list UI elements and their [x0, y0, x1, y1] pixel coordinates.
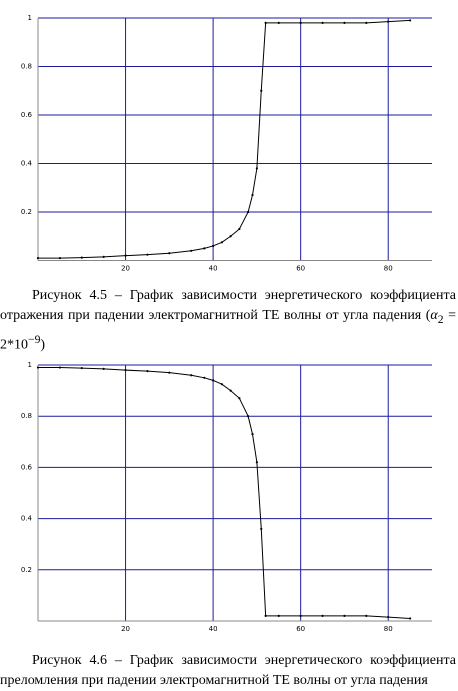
- point: [146, 253, 149, 256]
- point: [58, 256, 61, 260]
- point: [251, 433, 254, 436]
- caption: Рисунок 4.5 – График зависимости энергет…: [0, 286, 456, 355]
- y-tick-label: 0.8: [21, 412, 32, 420]
- point: [146, 370, 149, 373]
- y-tick-label: 0.2: [21, 566, 32, 574]
- point: [409, 617, 412, 620]
- formula-sup: −9: [28, 332, 41, 346]
- x-tick-label: 80: [384, 625, 393, 633]
- point: [260, 527, 263, 530]
- point: [36, 256, 40, 260]
- point: [238, 397, 241, 400]
- point: [190, 374, 193, 377]
- curve: [38, 19, 411, 259]
- caption: Рисунок 4.6 – График зависимости энергет…: [0, 651, 456, 691]
- point: [277, 614, 280, 617]
- point: [102, 367, 105, 370]
- point: [299, 614, 302, 617]
- point: [168, 252, 171, 255]
- point: [387, 616, 390, 619]
- point: [238, 227, 241, 231]
- point: [365, 614, 368, 617]
- point: [321, 614, 324, 617]
- point: [102, 255, 105, 258]
- point: [343, 614, 346, 617]
- point: [212, 244, 215, 248]
- point: [80, 256, 83, 259]
- y-tick-label: 1: [28, 14, 32, 22]
- point: [299, 21, 302, 24]
- point: [124, 254, 127, 257]
- x-tick-label: 20: [121, 265, 130, 273]
- point: [203, 247, 206, 250]
- y-tick-label: 0.6: [21, 111, 33, 119]
- x-tick-label: 80: [384, 265, 393, 273]
- x-tick-label: 40: [209, 265, 218, 273]
- point: [58, 366, 61, 369]
- point: [229, 389, 232, 392]
- y-tick-label: 0.8: [21, 63, 32, 71]
- point: [365, 21, 368, 24]
- point: [387, 20, 390, 23]
- point: [203, 376, 206, 379]
- caption-text: ): [40, 337, 46, 353]
- point: [36, 366, 40, 369]
- caption-text: Рисунок 4.6 – График зависимости энергет…: [0, 653, 456, 688]
- point: [220, 383, 223, 386]
- point: [80, 366, 83, 370]
- point: [124, 369, 127, 372]
- point: [247, 210, 250, 214]
- point: [255, 167, 258, 170]
- y-tick-label: 0.4: [21, 160, 33, 168]
- formula-sub: 2: [437, 312, 444, 326]
- point: [260, 89, 263, 92]
- y-tick-label: 0.2: [21, 208, 32, 216]
- point: [168, 371, 171, 374]
- x-tick-label: 60: [296, 625, 305, 633]
- point: [255, 461, 258, 464]
- point: [343, 21, 346, 24]
- y-tick-label: 0.6: [21, 463, 33, 471]
- x-tick-label: 40: [209, 625, 218, 633]
- point: [190, 249, 193, 252]
- point: [220, 241, 223, 244]
- x-tick-label: 20: [121, 625, 130, 633]
- point: [247, 415, 250, 418]
- point: [212, 379, 215, 382]
- y-tick-label: 1: [28, 361, 32, 369]
- x-tick-label: 60: [296, 265, 305, 273]
- y-tick-label: 0.4: [21, 515, 33, 523]
- point: [251, 193, 254, 197]
- point: [264, 614, 267, 617]
- curve: [38, 367, 411, 619]
- point: [277, 21, 280, 24]
- point: [321, 21, 324, 24]
- formula-symbol: α: [430, 308, 438, 323]
- point: [409, 19, 412, 22]
- point: [229, 235, 232, 238]
- point: [264, 21, 267, 24]
- formula-text: = 2*10: [0, 308, 456, 353]
- caption-text: Рисунок 4.5 – График зависимости энергет…: [0, 288, 456, 323]
